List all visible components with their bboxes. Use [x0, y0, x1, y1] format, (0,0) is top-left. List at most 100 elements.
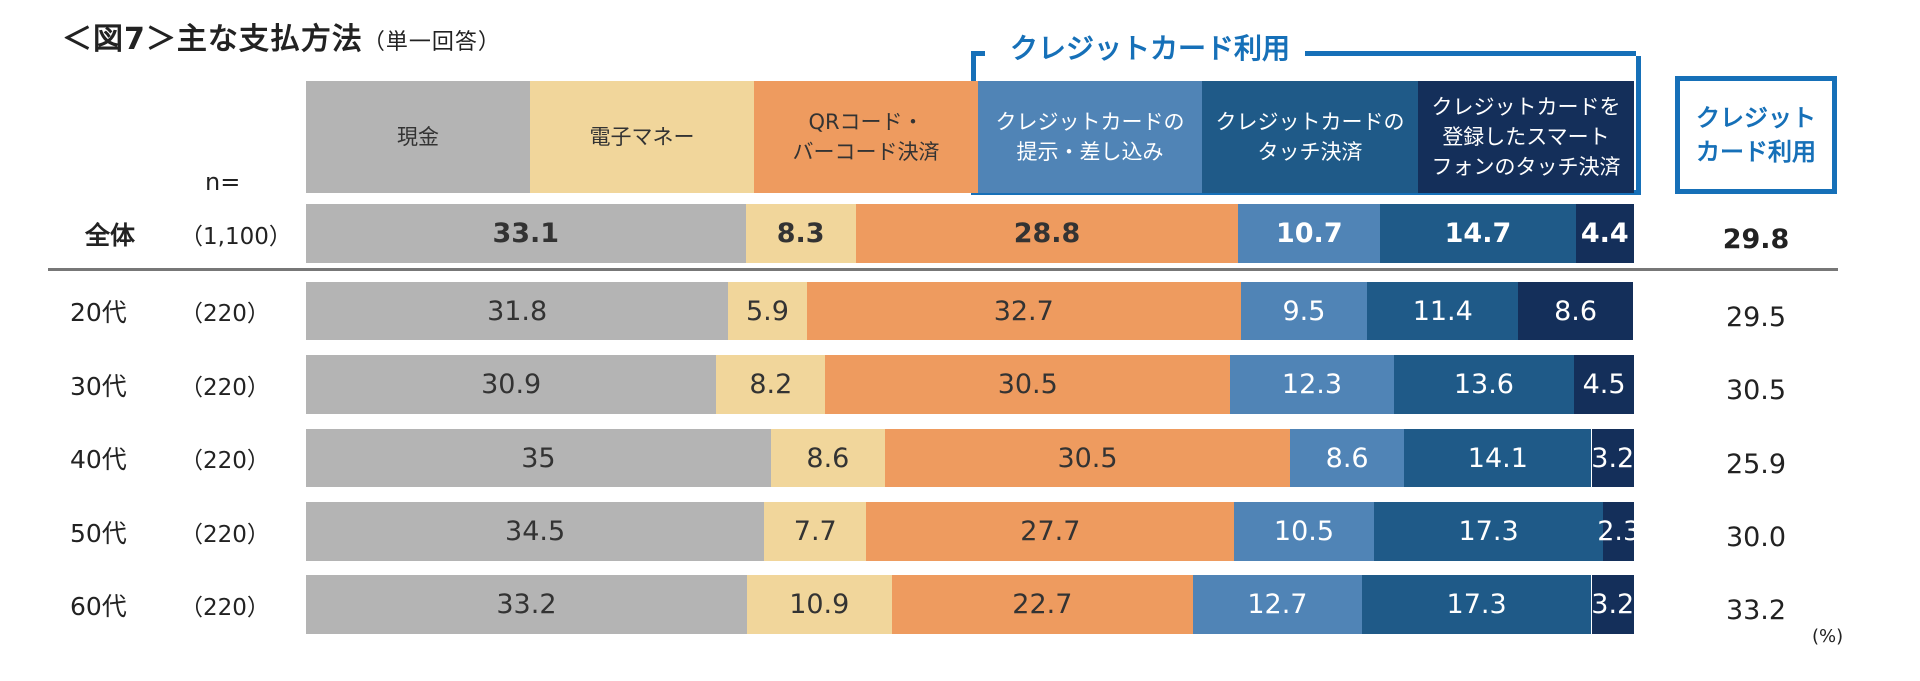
cc-header-line: カード利用	[1696, 138, 1816, 166]
data-label: 35	[521, 442, 556, 474]
series-header-text: タッチ決済	[1257, 140, 1363, 164]
bar-segment: 8.6	[770, 429, 885, 487]
data-label: 5.9	[745, 295, 789, 327]
bar-segment: 17.3	[1373, 502, 1604, 561]
n-value: （220）	[180, 374, 270, 401]
data-label: 2.3	[1597, 516, 1641, 547]
bar-segment: 34.5	[306, 502, 765, 561]
separator-line	[48, 268, 1838, 271]
n-value: （220）	[180, 301, 270, 327]
credit-card-total: 25.9	[1725, 448, 1787, 480]
bar-segment: 8.6	[1290, 429, 1405, 487]
bar-segment: 10.9	[746, 575, 892, 634]
unit-label: (%)	[1812, 626, 1844, 647]
bar-segment: 13.6	[1393, 355, 1575, 414]
bar-segment: 28.8	[855, 204, 1239, 263]
bar-segment: 12.3	[1230, 355, 1394, 414]
bracket-top-right	[1305, 51, 1636, 56]
credit-card-total: 33.2	[1725, 595, 1787, 626]
title-text: ＜図7＞主な支払方法	[62, 22, 363, 57]
n-value: （1,100）	[180, 223, 292, 250]
bar-segment: 4.5	[1574, 355, 1634, 414]
bar-segment: 22.7	[891, 575, 1194, 634]
bar-segment: 35	[306, 429, 771, 487]
bar-segment: 14.7	[1380, 204, 1576, 263]
chart-title: ＜図7＞主な支払方法（単一回答）	[62, 14, 501, 58]
n-label: n=	[205, 168, 241, 196]
data-label: 8.3	[776, 218, 825, 249]
bar-segment: 14.1	[1404, 429, 1592, 487]
series-header-text: クレジットカードの	[1215, 110, 1405, 134]
data-label: 4.4	[1580, 218, 1629, 249]
data-label: 30.5	[1057, 442, 1118, 474]
bar-segment: 10.7	[1238, 204, 1381, 263]
category-label: 60代	[70, 591, 127, 621]
bar-segment: 32.7	[806, 282, 1241, 340]
n-value: （220）	[180, 594, 270, 621]
category-label: 40代	[70, 445, 127, 474]
data-label: 33.1	[492, 218, 560, 249]
cc-header-line: クレジット	[1696, 104, 1816, 132]
bracket-label: クレジットカード利用	[1010, 32, 1291, 65]
cc-header-box: クレジット カード利用	[1675, 76, 1837, 194]
data-label: 22.7	[1012, 589, 1073, 620]
data-label: 8.6	[806, 442, 850, 474]
subtitle-text: （単一回答）	[362, 30, 501, 55]
bar-segment: 5.9	[728, 282, 807, 340]
data-label: 28.8	[1013, 218, 1081, 249]
bar-segment: 8.2	[716, 355, 826, 414]
bar-segment: 10.5	[1234, 502, 1374, 561]
data-label: 10.7	[1275, 218, 1343, 249]
bar-segment: 4.4	[1575, 204, 1634, 263]
series-header-text: 提示・差し込み	[1016, 140, 1164, 164]
category-label: 30代	[70, 371, 127, 401]
series-header: QRコード・ バーコード決済	[754, 81, 978, 193]
n-value: （220）	[180, 521, 270, 548]
category-label: 50代	[70, 518, 127, 548]
data-label: 17.3	[1458, 516, 1519, 547]
series-header-text: バーコード決済	[792, 140, 940, 164]
series-header: 電子マネー	[530, 81, 754, 193]
bar-segment: 30.9	[306, 355, 717, 414]
series-header: クレジットカードの タッチ決済	[1202, 81, 1418, 193]
data-label: 3.2	[1591, 442, 1635, 474]
bar-segment: 3.2	[1591, 575, 1635, 634]
data-label: 17.3	[1446, 589, 1507, 620]
data-label: 11.4	[1412, 295, 1473, 327]
bar-segment: 31.8	[306, 282, 729, 340]
data-label: 10.5	[1273, 516, 1335, 547]
category-label: 全体	[85, 220, 136, 250]
data-label: 12.7	[1247, 589, 1308, 620]
data-label: 9.5	[1282, 295, 1326, 327]
credit-card-total: 29.8	[1722, 224, 1790, 255]
data-label: 33.2	[496, 589, 557, 620]
series-header-text: 登録したスマート	[1442, 125, 1610, 149]
bar-segment: 8.3	[745, 204, 856, 263]
series-header: 現金	[306, 81, 530, 193]
series-header-text: 現金	[397, 125, 439, 149]
bar-segment: 30.5	[885, 429, 1291, 487]
bar-segment: 2.3	[1597, 502, 1640, 561]
data-label: 13.6	[1453, 369, 1514, 400]
bar-segment: 17.3	[1361, 575, 1592, 634]
bar-segment: 9.5	[1240, 282, 1368, 340]
category-label: 20代	[70, 298, 127, 327]
bar-segment: 30.5	[825, 355, 1231, 414]
series-header-text: QRコード・	[808, 110, 924, 134]
bar-segment: 27.7	[866, 502, 1235, 561]
series-header: クレジットカードの 提示・差し込み	[978, 81, 1202, 193]
data-label: 8.2	[749, 369, 793, 400]
data-label: 14.1	[1467, 442, 1528, 474]
data-label: 3.2	[1591, 589, 1635, 620]
data-label: 10.9	[789, 589, 850, 620]
bracket-top-left	[971, 51, 985, 56]
data-label: 31.8	[487, 295, 548, 327]
bar-segment: 11.4	[1367, 282, 1519, 340]
bar-segment: 7.7	[764, 502, 867, 561]
series-header: クレジットカードを 登録したスマート フォンのタッチ決済	[1418, 81, 1634, 193]
data-label: 27.7	[1020, 516, 1081, 547]
n-value: （220）	[180, 448, 270, 474]
data-label: 8.6	[1325, 442, 1369, 474]
series-header-text: クレジットカードを	[1431, 95, 1621, 119]
